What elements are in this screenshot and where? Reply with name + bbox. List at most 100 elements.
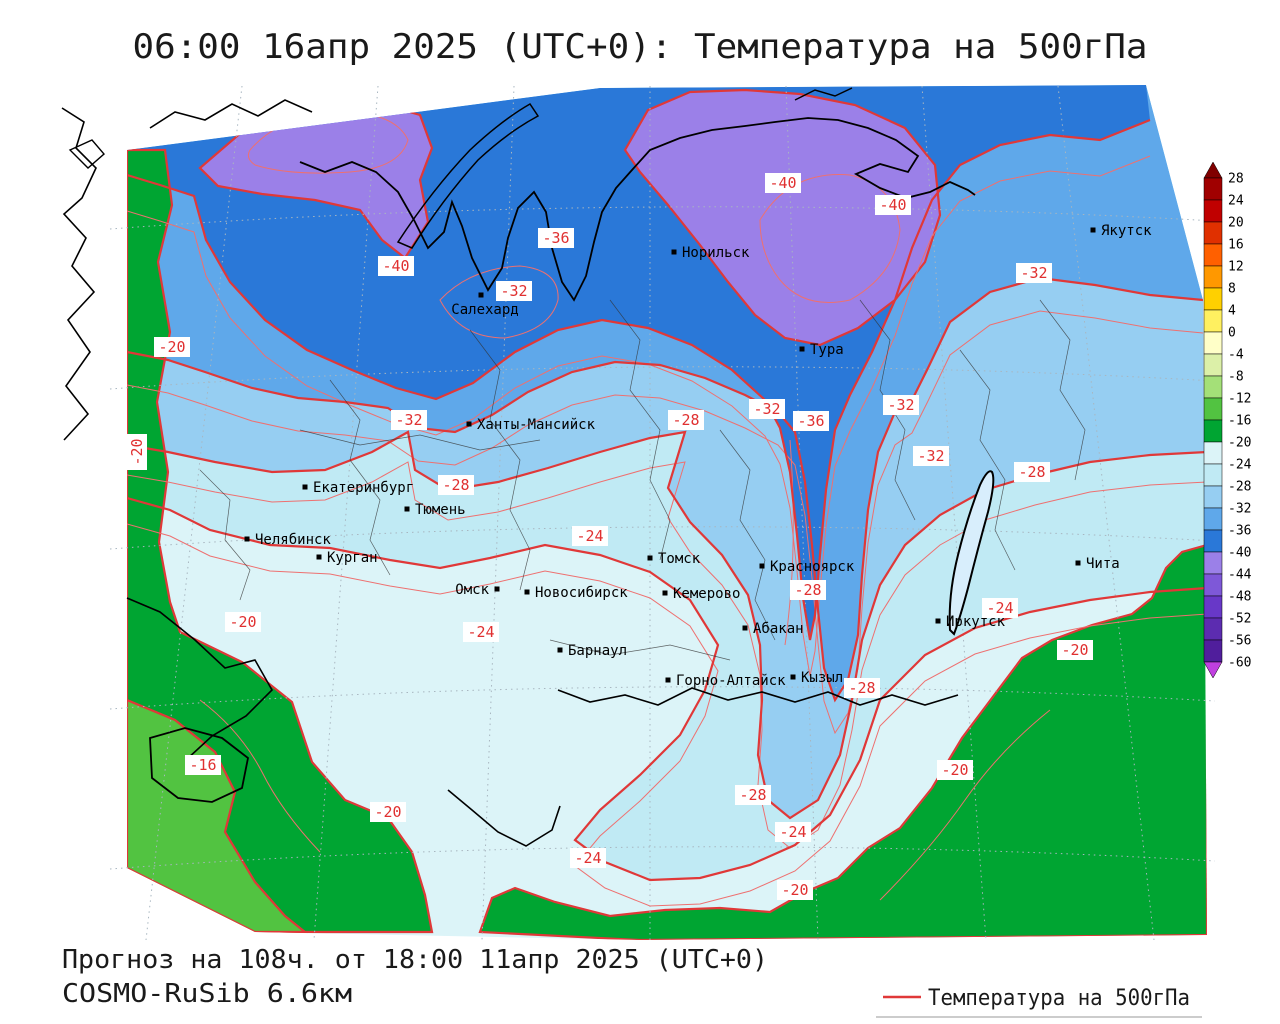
city-label: Тюмень [415,502,466,518]
colorbar-segment [1203,573,1223,597]
border-kazakhstan [126,597,273,761]
arctic-coastline [299,117,976,302]
colorbar-label: 24 [1228,194,1244,209]
contour-label: -40 [765,173,801,193]
graticule-parallel [109,206,1216,230]
colorbar-segment [1203,441,1223,465]
colorbar-segment [1203,419,1223,443]
contour-label: -28 [790,580,826,600]
colorbar-label: 16 [1228,238,1244,253]
contour-label-text: -32 [887,396,914,414]
colorbar-segment [1203,617,1223,641]
contour-label-bg [913,446,949,466]
colorbar-label: -36 [1228,524,1251,539]
colorbar-label: -12 [1228,392,1251,407]
contour-label-bg [775,822,811,842]
colorbar-label: 12 [1228,260,1244,275]
colorbar-segment [1203,529,1223,553]
city-label: Горно-Алтайск [676,673,786,689]
admin-boundary [609,299,671,561]
border-southwest-loop [149,727,249,803]
contour-label-text: -40 [382,257,409,275]
contour-label: -20 [154,337,190,357]
contour-label-text: -36 [797,412,824,430]
contour-label-text: -28 [1018,463,1045,481]
city-dot [404,506,410,512]
contour-label-text: -40 [769,174,796,192]
band-green-west [127,148,434,934]
contour-label: -32 [913,446,949,466]
contour-label: -36 [538,228,574,248]
colorbar-segment [1203,309,1223,333]
colorbar-segment [1203,177,1223,201]
geography [61,87,1086,847]
minor-contours [127,111,1207,907]
contour-label-text: -24 [986,599,1013,617]
contour-label: -28 [438,475,474,495]
contour-label-text: -20 [128,438,146,465]
city-dot [759,563,765,569]
colorbar-label: 20 [1228,216,1244,231]
contour-label: -20 [370,802,406,822]
contour-label-text: -28 [794,581,821,599]
colorbar-segment [1203,463,1223,487]
contour-label: -32 [749,399,785,419]
colorbar-label: -56 [1228,634,1251,649]
contour--36 [127,118,1151,641]
colorbar-label: -28 [1228,480,1251,495]
northwest-coastline [149,99,313,129]
colorbar-label: -8 [1228,370,1244,385]
colorbar-segment [1203,243,1223,267]
minor-contour [199,699,321,853]
severnaya-zemlya-coast [794,87,853,101]
city-dot [647,555,653,561]
colorbar-label: -20 [1228,436,1251,451]
contour-label: -40 [378,256,414,276]
contour-label-bg [790,580,826,600]
cities: Якутск Норильск Салехард Тура Ханты-Мансийск… [244,223,1152,689]
admin-boundary [199,469,251,601]
contour-label-bg [391,410,427,430]
contour-label: -20 [225,612,261,632]
contour-label-text: -28 [442,476,469,494]
contour-label: -20 [777,880,813,900]
colorbar-label: -32 [1228,502,1251,517]
contour-label-bg [538,228,574,248]
city-dot [1075,560,1081,566]
contour-label-text: -32 [753,400,780,418]
contour-label-bg [937,760,973,780]
contour-label: -32 [391,410,427,430]
colorbar-label: -16 [1228,414,1251,429]
contour-label-text: -32 [395,411,422,429]
minor-contour [879,709,1051,901]
lake-baikal [948,470,995,636]
city-label: Новосибирск [535,585,628,601]
graticule-parallel [109,526,1216,550]
colorbar-label: -24 [1228,458,1252,473]
contour-label-bg [127,434,147,470]
city-dot [799,346,805,352]
contour-label: -36 [793,411,829,431]
map-bands [127,85,1207,940]
novaya-zemlya-coast [396,103,540,249]
colorbar-segment [1203,199,1223,223]
city-dot [935,618,941,624]
contour-label-bg [1057,640,1093,660]
city-label: Норильск [682,245,750,261]
city-dot [665,677,671,683]
colorbar-segment [1203,507,1223,531]
contour-label-bg [572,526,608,546]
colorbar-segment [1203,639,1223,663]
contour-label-text: -28 [739,786,766,804]
model-info-text: COSMO-RuSib 6.6км [62,979,352,1009]
white-sea-island [68,139,105,169]
contour-label: -24 [982,598,1018,618]
contour-label-bg [668,410,704,430]
minor-contour [127,461,1207,849]
contour-label: -32 [883,395,919,415]
colorbar-segment [1203,331,1223,355]
colorbar: 28 24 20 16 12 8 4 0 -4 -8 -12 -16 -20 -24 -28 -32 -36 -4… [1203,161,1252,679]
city-dot [742,625,748,631]
contour-label-text: -24 [467,623,494,641]
